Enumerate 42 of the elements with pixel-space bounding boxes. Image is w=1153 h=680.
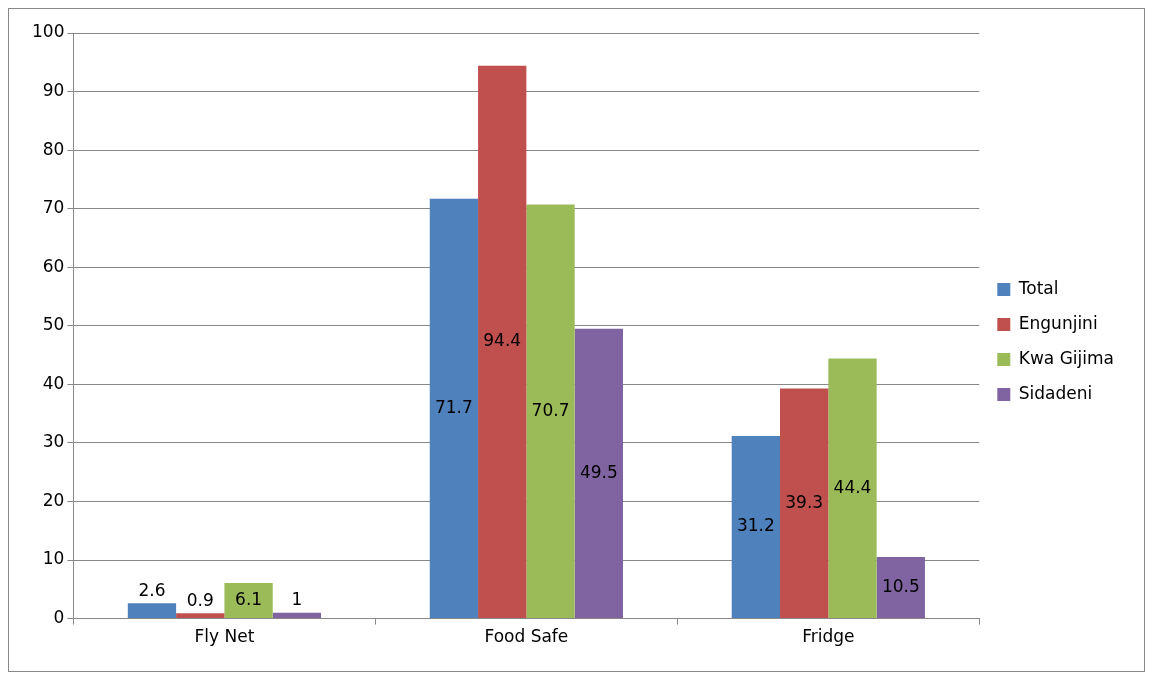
y-tick-label: 50 — [42, 314, 65, 335]
bar — [429, 198, 479, 619]
bar — [574, 328, 623, 619]
bar — [176, 613, 225, 619]
bar — [127, 603, 177, 619]
bar — [526, 204, 575, 619]
data-label: 39.3 — [785, 491, 824, 512]
y-tick-label: 30 — [42, 431, 65, 452]
bar — [876, 557, 925, 619]
y-tick-label: 100 — [31, 21, 65, 42]
data-label: 70.7 — [531, 399, 570, 420]
y-tick-label: 40 — [42, 372, 65, 393]
legend-label: Engunjini — [1018, 312, 1098, 333]
data-label: 94.4 — [483, 330, 522, 351]
bar — [478, 65, 527, 619]
y-tick-label: 70 — [42, 197, 65, 218]
bar — [828, 358, 877, 619]
y-tick-label: 10 — [42, 548, 65, 569]
data-label: 2.6 — [138, 579, 166, 600]
data-label: 49.5 — [579, 461, 618, 482]
y-tick-label: 0 — [53, 607, 65, 628]
data-label: 0.9 — [186, 589, 214, 610]
data-label: 6.1 — [235, 588, 263, 609]
data-label: 31.2 — [736, 515, 775, 536]
data-label: 71.7 — [434, 396, 473, 417]
y-tick-label: 90 — [42, 79, 65, 100]
bar — [731, 435, 781, 619]
x-tick-label: Fridge — [802, 626, 855, 647]
legend-label: Total — [1017, 277, 1059, 298]
legend-label: Sidadeni — [1018, 382, 1093, 403]
legend-label: Kwa Gijima — [1018, 347, 1115, 368]
data-label: 1 — [291, 589, 303, 610]
bar — [272, 612, 322, 619]
bar — [780, 388, 829, 619]
x-tick-label: Fly Net — [194, 626, 255, 647]
x-tick-label: Food Safe — [484, 626, 569, 647]
bar — [224, 582, 273, 619]
data-label: 10.5 — [881, 576, 920, 597]
y-tick-label: 60 — [42, 255, 65, 276]
y-tick-label: 80 — [42, 138, 65, 159]
data-label: 44.4 — [833, 476, 872, 497]
y-tick-label: 20 — [42, 489, 65, 510]
